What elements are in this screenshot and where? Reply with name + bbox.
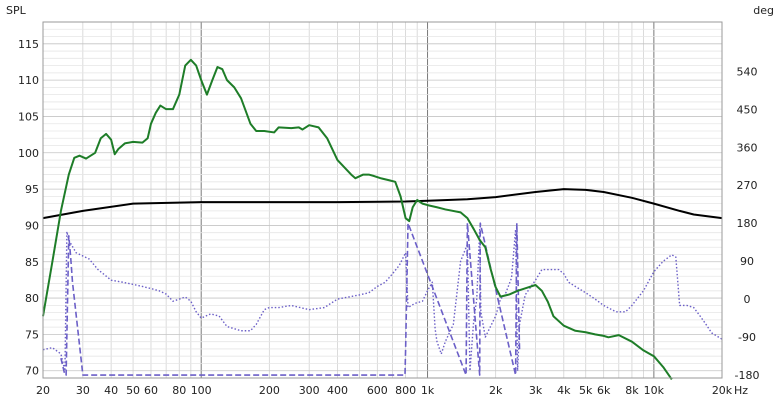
x-tick-label: 50 bbox=[126, 384, 140, 397]
spl-series-green bbox=[42, 58, 673, 381]
x-tick-label: 100 bbox=[191, 384, 212, 397]
y-right-tick-label: 450 bbox=[737, 103, 758, 116]
x-tick-label: 600 bbox=[367, 384, 388, 397]
y-left-tick-label: 100 bbox=[18, 147, 39, 160]
y-right-tick-label: -90 bbox=[738, 331, 756, 344]
y-right-tick-label: 180 bbox=[737, 217, 758, 230]
y-right-tick-labels: -180 -90 0 90 180 270 360 450 540 bbox=[735, 65, 760, 382]
x-tick-labels: 20 30 40 50 60 80 100 200 300 400 600 800 1k 2k 3k 4k 5k… bbox=[36, 384, 748, 397]
y-left-tick-label: 90 bbox=[25, 219, 39, 232]
x-tick-label: 40 bbox=[104, 384, 118, 397]
x-tick-label: 200 bbox=[259, 384, 280, 397]
left-axis-title: SPL bbox=[6, 4, 27, 17]
y-left-tick-label: 75 bbox=[25, 328, 39, 341]
y-left-tick-label: 80 bbox=[25, 292, 39, 305]
y-left-tick-label: 110 bbox=[18, 74, 39, 87]
x-tick-label: 400 bbox=[327, 384, 348, 397]
y-left-tick-label: 70 bbox=[25, 365, 39, 378]
right-axis-title: deg bbox=[753, 4, 774, 17]
y-left-tick-label: 105 bbox=[18, 110, 39, 123]
x-tick-label: 3k bbox=[529, 384, 543, 397]
grid-lines bbox=[42, 21, 723, 379]
spl-series-black bbox=[42, 188, 723, 220]
x-tick-label: 20k bbox=[712, 384, 733, 397]
x-tick-label: 10k bbox=[644, 384, 665, 397]
x-tick-label: 80 bbox=[172, 384, 186, 397]
x-tick-label: 4k bbox=[557, 384, 571, 397]
x-tick-label: 5k bbox=[579, 384, 593, 397]
x-tick-label: 2k bbox=[489, 384, 503, 397]
plot-background bbox=[43, 22, 722, 378]
x-tick-label: 30 bbox=[76, 384, 90, 397]
y-right-tick-label: 90 bbox=[740, 255, 754, 268]
series-layer bbox=[42, 58, 723, 381]
x-tick-label: 60 bbox=[144, 384, 158, 397]
y-right-tick-label: 0 bbox=[744, 293, 751, 306]
y-left-tick-labels: 70 75 80 85 90 95 100 105 110 115 bbox=[18, 38, 39, 378]
plot-frame bbox=[42, 21, 723, 379]
y-right-tick-label: 540 bbox=[737, 65, 758, 78]
x-unit-label: Hz bbox=[734, 384, 748, 397]
x-tick-label: 300 bbox=[299, 384, 320, 397]
y-right-tick-label: 360 bbox=[737, 141, 758, 154]
x-tick-label: 6k bbox=[597, 384, 611, 397]
x-tick-label: 8k bbox=[625, 384, 639, 397]
x-tick-label: 1k bbox=[421, 384, 435, 397]
x-tick-label: 800 bbox=[395, 384, 416, 397]
y-right-tick-label: 270 bbox=[737, 179, 758, 192]
phase-series-dotted bbox=[42, 228, 723, 372]
y-left-tick-label: 85 bbox=[25, 256, 39, 269]
y-left-tick-label: 115 bbox=[18, 38, 39, 51]
x-tick-label: 20 bbox=[36, 384, 50, 397]
y-left-tick-label: 95 bbox=[25, 183, 39, 196]
y-right-tick-label: -180 bbox=[735, 369, 760, 382]
